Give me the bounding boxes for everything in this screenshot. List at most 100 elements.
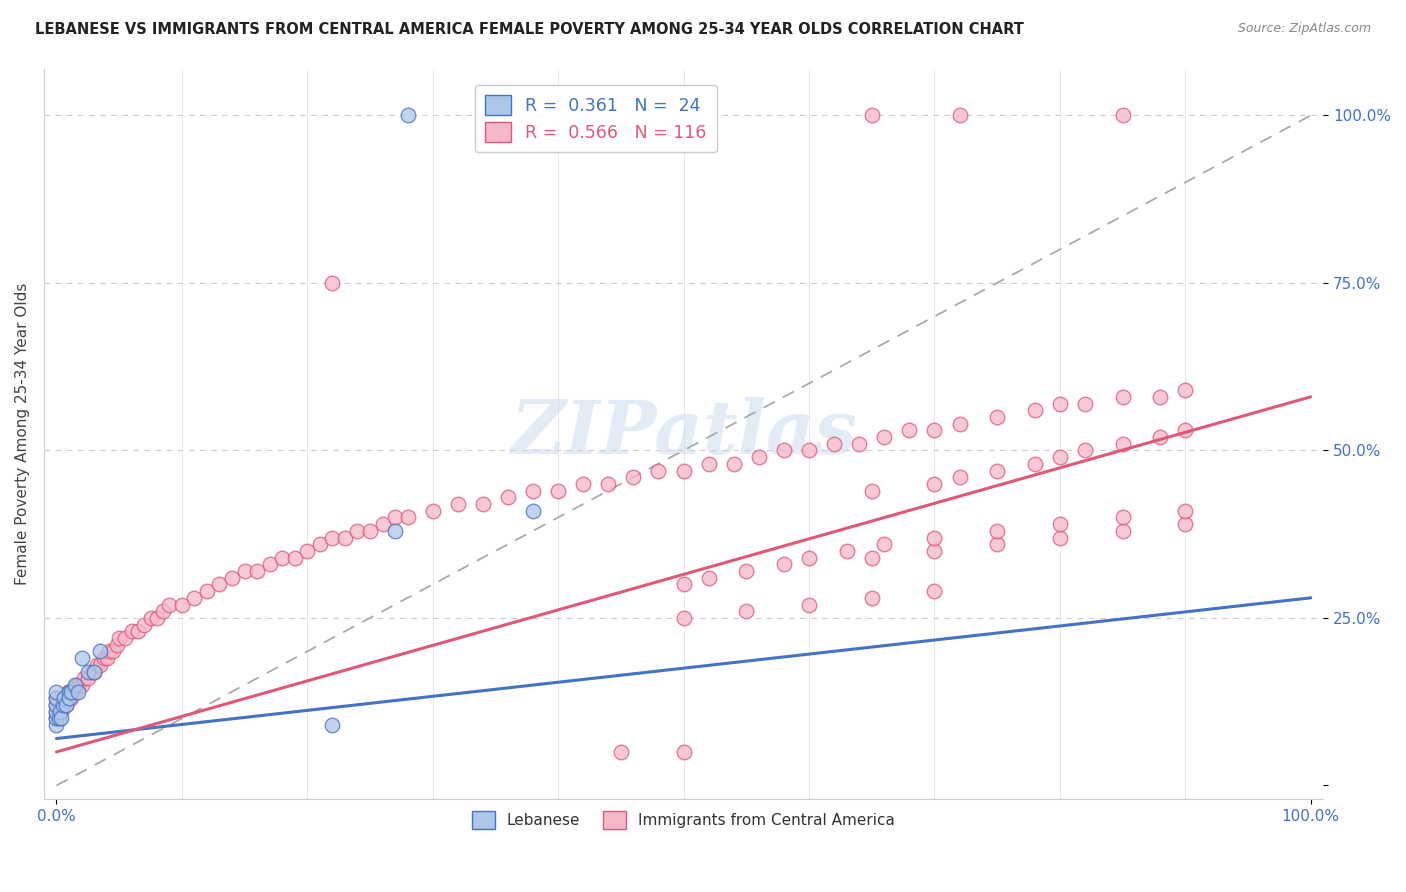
Point — [52, 691, 75, 706]
Point — [51, 711, 73, 725]
Point — [1174, 423, 1197, 437]
Point — [98, 644, 121, 658]
Point — [1111, 390, 1133, 404]
Point — [598, 477, 620, 491]
Point — [924, 477, 946, 491]
Point — [65, 678, 87, 692]
Point — [522, 504, 544, 518]
Point — [55, 698, 77, 712]
Point — [1111, 108, 1133, 122]
Point — [271, 550, 294, 565]
Point — [48, 705, 70, 719]
Point — [48, 711, 70, 725]
Point — [396, 510, 419, 524]
Point — [1111, 524, 1133, 538]
Point — [735, 604, 758, 618]
Point — [471, 497, 494, 511]
Point — [1111, 436, 1133, 450]
Point — [346, 524, 368, 538]
Point — [308, 537, 330, 551]
Point — [647, 463, 669, 477]
Point — [66, 684, 89, 698]
Point — [835, 544, 858, 558]
Point — [65, 678, 87, 692]
Point — [672, 611, 695, 625]
Point — [860, 108, 883, 122]
Point — [986, 537, 1008, 551]
Point — [697, 571, 720, 585]
Point — [146, 611, 169, 625]
Point — [108, 631, 131, 645]
Point — [924, 531, 946, 545]
Point — [45, 691, 67, 706]
Point — [152, 604, 174, 618]
Point — [1149, 430, 1171, 444]
Point — [58, 684, 80, 698]
Point — [195, 584, 218, 599]
Point — [748, 450, 770, 464]
Point — [1174, 383, 1197, 397]
Point — [924, 544, 946, 558]
Point — [157, 598, 180, 612]
Point — [45, 705, 67, 719]
Point — [134, 617, 156, 632]
Point — [246, 564, 269, 578]
Point — [62, 684, 84, 698]
Point — [170, 598, 193, 612]
Point — [208, 577, 231, 591]
Point — [948, 417, 970, 431]
Point — [672, 463, 695, 477]
Point — [496, 491, 519, 505]
Point — [52, 698, 75, 712]
Point — [76, 665, 98, 679]
Point — [522, 483, 544, 498]
Point — [321, 718, 343, 732]
Point — [1074, 443, 1097, 458]
Point — [51, 705, 73, 719]
Point — [1174, 517, 1197, 532]
Point — [422, 504, 444, 518]
Point — [101, 644, 124, 658]
Point — [105, 638, 128, 652]
Point — [723, 457, 745, 471]
Point — [45, 711, 67, 725]
Point — [65, 684, 87, 698]
Point — [86, 657, 108, 672]
Point — [45, 691, 67, 706]
Point — [572, 477, 595, 491]
Point — [735, 564, 758, 578]
Point — [45, 698, 67, 712]
Point — [1024, 403, 1046, 417]
Point — [1149, 390, 1171, 404]
Point — [121, 624, 143, 639]
Point — [860, 483, 883, 498]
Point — [83, 665, 105, 679]
Point — [948, 108, 970, 122]
Point — [797, 443, 820, 458]
Point — [848, 436, 870, 450]
Text: LEBANESE VS IMMIGRANTS FROM CENTRAL AMERICA FEMALE POVERTY AMONG 25-34 YEAR OLDS: LEBANESE VS IMMIGRANTS FROM CENTRAL AMER… — [35, 22, 1024, 37]
Point — [1174, 504, 1197, 518]
Point — [139, 611, 162, 625]
Point — [55, 698, 77, 712]
Point — [986, 524, 1008, 538]
Point — [73, 671, 96, 685]
Point — [623, 470, 645, 484]
Point — [359, 524, 381, 538]
Point — [89, 657, 111, 672]
Point — [45, 711, 67, 725]
Text: Source: ZipAtlas.com: Source: ZipAtlas.com — [1237, 22, 1371, 36]
Point — [49, 698, 72, 712]
Point — [1111, 510, 1133, 524]
Point — [384, 510, 406, 524]
Point — [924, 423, 946, 437]
Point — [233, 564, 256, 578]
Point — [56, 684, 79, 698]
Point — [948, 470, 970, 484]
Point — [1049, 517, 1071, 532]
Point — [1049, 531, 1071, 545]
Point — [67, 678, 90, 692]
Point — [127, 624, 149, 639]
Point — [873, 537, 896, 551]
Point — [986, 463, 1008, 477]
